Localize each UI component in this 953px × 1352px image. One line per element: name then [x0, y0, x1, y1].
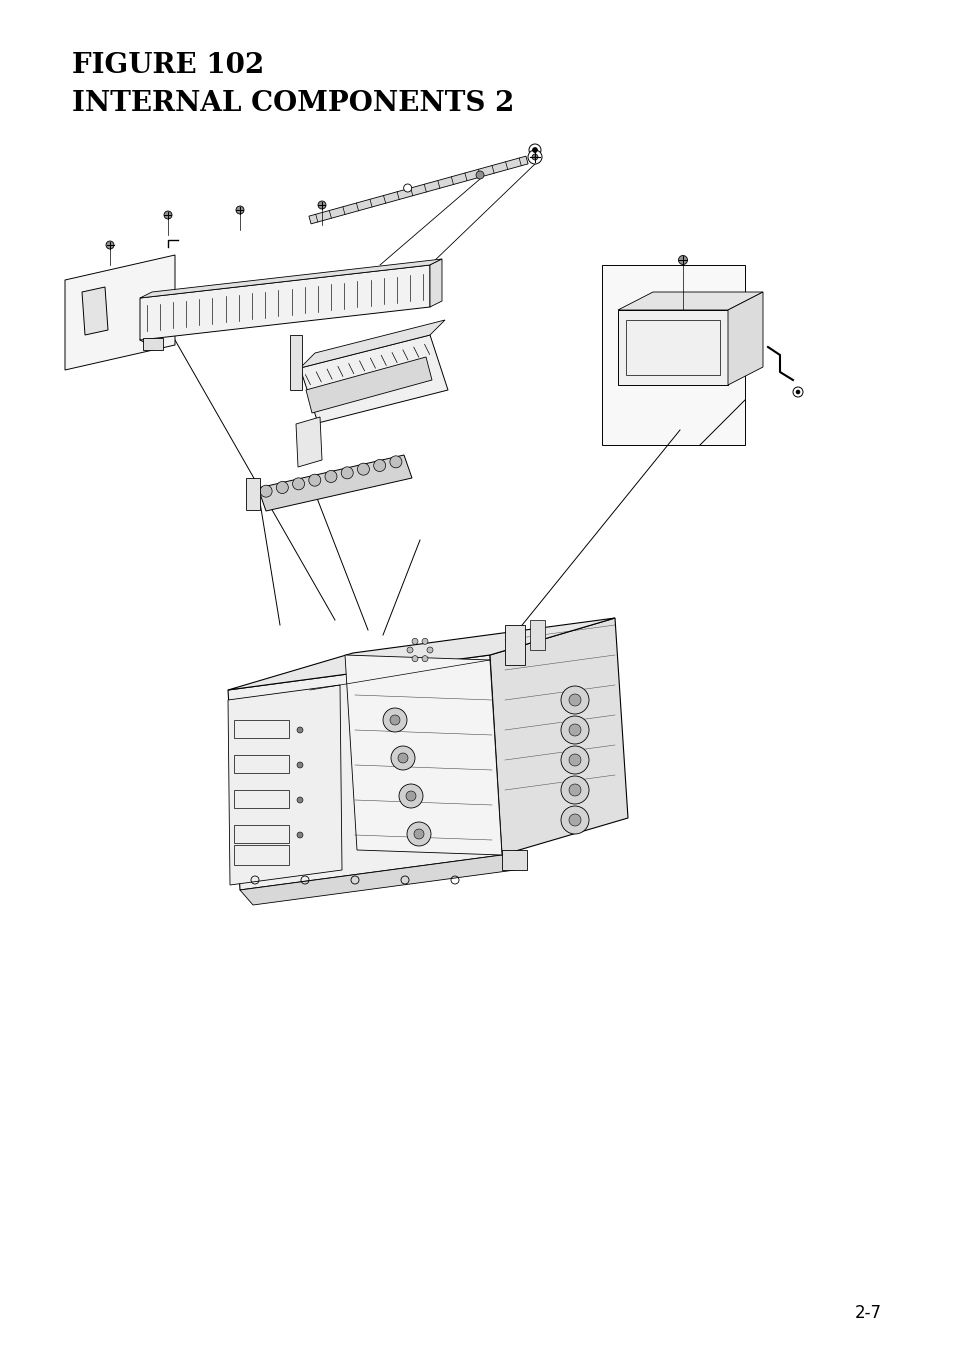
- Circle shape: [568, 725, 580, 735]
- Polygon shape: [727, 292, 762, 385]
- Circle shape: [568, 784, 580, 796]
- Bar: [501, 850, 526, 869]
- Circle shape: [296, 763, 303, 768]
- Circle shape: [317, 201, 326, 210]
- Bar: [233, 825, 289, 844]
- Circle shape: [296, 727, 303, 733]
- Circle shape: [382, 708, 407, 731]
- Text: 2-7: 2-7: [854, 1303, 881, 1322]
- Circle shape: [296, 796, 303, 803]
- Bar: [504, 625, 524, 665]
- Polygon shape: [295, 416, 322, 466]
- Circle shape: [296, 831, 303, 838]
- Polygon shape: [228, 618, 615, 690]
- Polygon shape: [306, 357, 432, 412]
- Circle shape: [391, 746, 415, 771]
- Circle shape: [407, 648, 413, 653]
- Polygon shape: [228, 654, 501, 890]
- Bar: [143, 338, 163, 350]
- Circle shape: [260, 485, 272, 498]
- Text: FIGURE 102: FIGURE 102: [71, 51, 264, 78]
- Circle shape: [568, 754, 580, 767]
- Circle shape: [421, 638, 428, 645]
- Circle shape: [560, 717, 588, 744]
- Circle shape: [390, 715, 399, 725]
- Circle shape: [532, 154, 537, 160]
- Circle shape: [374, 460, 385, 472]
- Circle shape: [341, 466, 353, 479]
- Circle shape: [276, 481, 288, 493]
- Circle shape: [427, 648, 433, 653]
- Circle shape: [792, 387, 802, 397]
- Polygon shape: [345, 654, 501, 854]
- Circle shape: [164, 211, 172, 219]
- Circle shape: [560, 776, 588, 804]
- Bar: [233, 721, 289, 738]
- Circle shape: [325, 470, 336, 483]
- Polygon shape: [140, 265, 430, 339]
- Bar: [246, 479, 260, 510]
- Circle shape: [403, 184, 411, 192]
- Circle shape: [397, 753, 408, 763]
- Circle shape: [407, 822, 431, 846]
- Circle shape: [398, 784, 422, 808]
- Circle shape: [678, 256, 687, 265]
- Circle shape: [568, 814, 580, 826]
- Circle shape: [421, 656, 428, 661]
- Bar: [233, 754, 289, 773]
- Bar: [233, 790, 289, 808]
- Circle shape: [414, 829, 423, 840]
- Circle shape: [476, 170, 483, 178]
- Polygon shape: [65, 256, 174, 370]
- Circle shape: [293, 477, 304, 489]
- Circle shape: [532, 147, 537, 153]
- Circle shape: [560, 746, 588, 773]
- Polygon shape: [490, 618, 627, 854]
- Polygon shape: [430, 260, 441, 307]
- Circle shape: [795, 389, 800, 393]
- Polygon shape: [618, 292, 762, 310]
- Circle shape: [560, 685, 588, 714]
- Polygon shape: [240, 854, 515, 904]
- Circle shape: [568, 694, 580, 706]
- Bar: [233, 845, 289, 865]
- Polygon shape: [309, 155, 528, 224]
- Circle shape: [560, 806, 588, 834]
- Circle shape: [235, 206, 244, 214]
- Circle shape: [529, 145, 540, 155]
- Circle shape: [309, 475, 320, 487]
- Circle shape: [406, 791, 416, 800]
- Polygon shape: [140, 260, 441, 297]
- Circle shape: [412, 656, 417, 661]
- Polygon shape: [257, 456, 412, 511]
- Bar: [530, 621, 544, 650]
- Circle shape: [357, 464, 369, 475]
- Polygon shape: [601, 265, 744, 445]
- Circle shape: [527, 150, 541, 164]
- Polygon shape: [228, 685, 341, 886]
- Polygon shape: [618, 310, 727, 385]
- Bar: [290, 335, 302, 389]
- Bar: [625, 320, 720, 375]
- Circle shape: [106, 241, 113, 249]
- Text: INTERNAL COMPONENTS 2: INTERNAL COMPONENTS 2: [71, 91, 514, 118]
- Polygon shape: [299, 320, 444, 368]
- Circle shape: [412, 638, 417, 645]
- Circle shape: [390, 456, 401, 468]
- Polygon shape: [82, 287, 108, 335]
- Polygon shape: [299, 335, 448, 423]
